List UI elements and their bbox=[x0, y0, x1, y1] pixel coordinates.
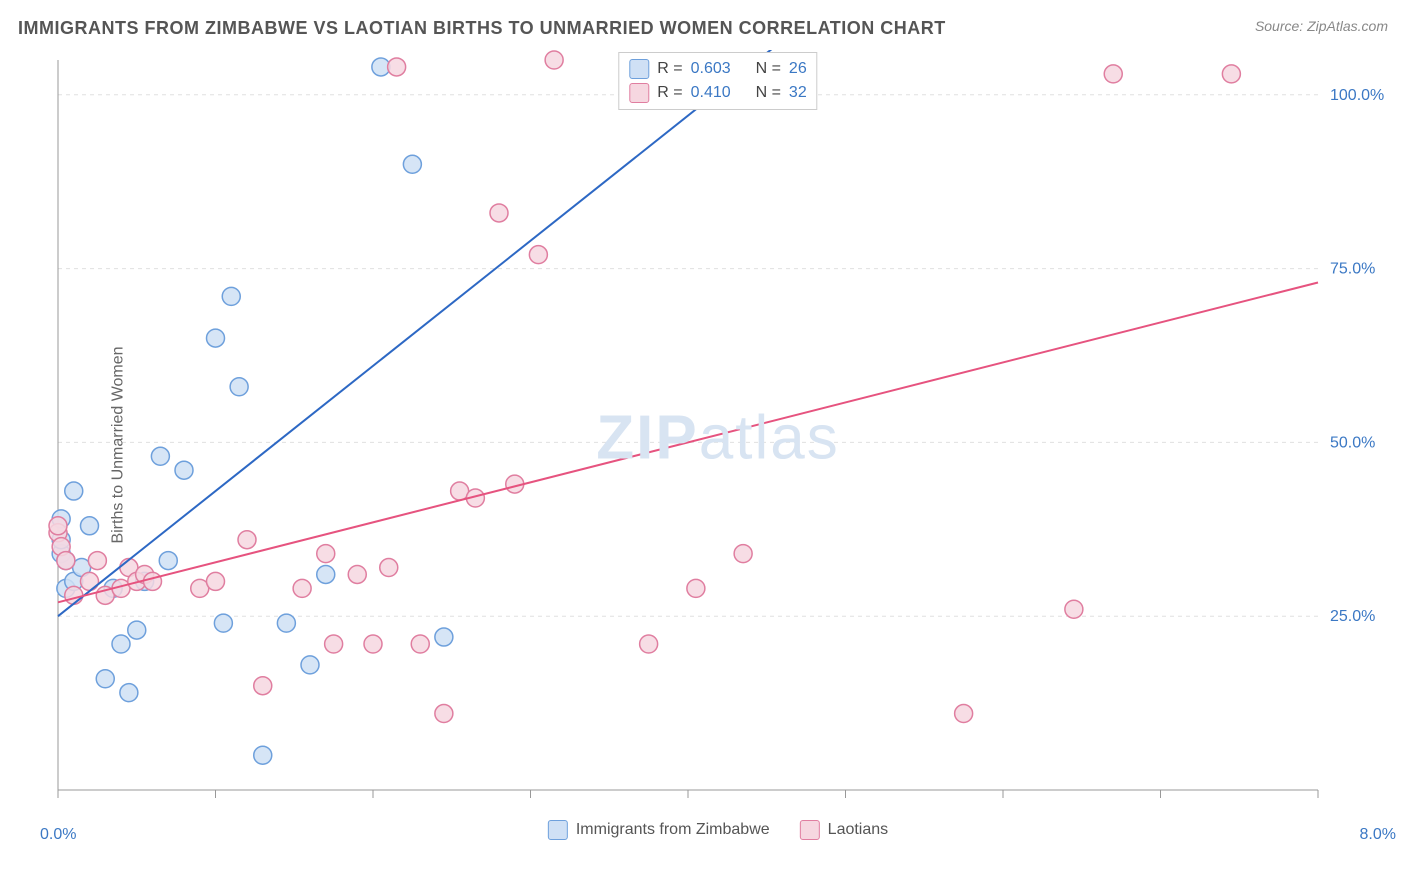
legend-row-laotians: R = 0.410 N = 32 bbox=[629, 81, 806, 105]
plot-area: Births to Unmarried Women ZIPatlas 25.0%… bbox=[48, 50, 1388, 840]
legend-item-laotians: Laotians bbox=[800, 820, 889, 840]
source-attribution: Source: ZipAtlas.com bbox=[1255, 18, 1388, 34]
svg-text:50.0%: 50.0% bbox=[1330, 434, 1375, 451]
correlation-legend: R = 0.603 N = 26 R = 0.410 N = 32 bbox=[618, 52, 817, 110]
svg-text:75.0%: 75.0% bbox=[1330, 261, 1375, 278]
svg-text:100.0%: 100.0% bbox=[1330, 87, 1384, 104]
zimbabwe-swatch-icon bbox=[548, 820, 568, 840]
chart-title: IMMIGRANTS FROM ZIMBABWE VS LAOTIAN BIRT… bbox=[18, 18, 946, 38]
laotians-swatch bbox=[629, 83, 649, 103]
legend-row-zimbabwe: R = 0.603 N = 26 bbox=[629, 57, 806, 81]
series-legend: Immigrants from Zimbabwe Laotians bbox=[548, 820, 888, 840]
legend-item-zimbabwe: Immigrants from Zimbabwe bbox=[548, 820, 770, 840]
zimbabwe-swatch bbox=[629, 59, 649, 79]
scatter-svg: 25.0% 50.0% 75.0% 100.0% bbox=[48, 50, 1388, 840]
chart-header: IMMIGRANTS FROM ZIMBABWE VS LAOTIAN BIRT… bbox=[18, 18, 1388, 48]
y-axis-label: Births to Unmarried Women bbox=[110, 346, 128, 543]
x-axis-max: 8.0% bbox=[1360, 826, 1396, 844]
svg-text:25.0%: 25.0% bbox=[1330, 608, 1375, 625]
x-axis-min: 0.0% bbox=[40, 826, 76, 844]
laotians-swatch-icon bbox=[800, 820, 820, 840]
